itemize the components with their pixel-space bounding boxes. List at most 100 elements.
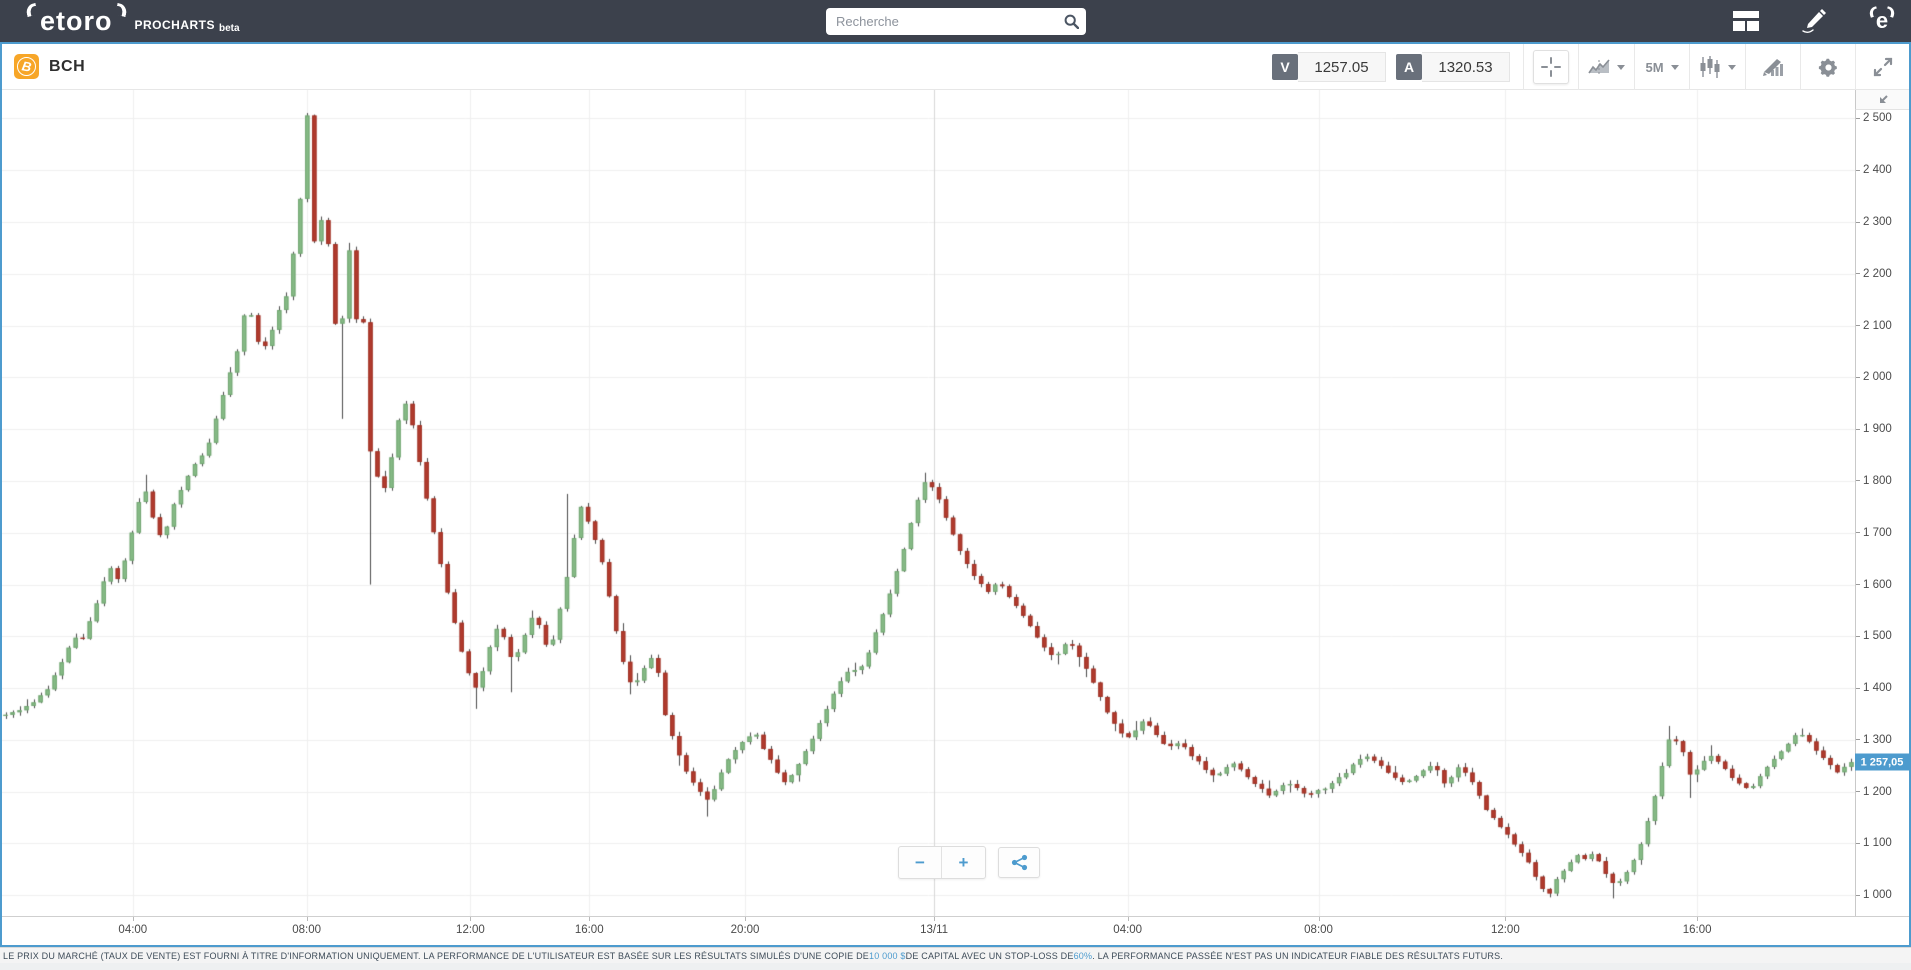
fullscreen-button[interactable]	[1865, 50, 1901, 84]
price-axis-label: 1 500	[1856, 630, 1909, 642]
time-axis-tick	[589, 917, 591, 921]
time-axis-tick	[306, 917, 308, 921]
disclaimer-text: DE CAPITAL AVEC UN STOP-LOSS DE	[905, 950, 1074, 961]
chevron-down-icon	[1617, 64, 1625, 70]
price-axis-label: 1 700	[1856, 527, 1909, 539]
chart-area: 1 000 1 100 1 200 1 300 1 400 1 500 1 600 1 700…	[2, 90, 1909, 944]
expand-icon	[1873, 57, 1893, 77]
chart-panel: B BCH V 1257.05 A 1320.53	[0, 42, 1911, 947]
disclaimer-text: LE PRIX DU MARCHÉ (TAUX DE VENTE) EST FO…	[3, 950, 869, 961]
price-axis-label: 1 300	[1856, 734, 1909, 746]
time-axis-tick	[470, 917, 472, 921]
toolbar-separator	[1578, 44, 1579, 90]
time-axis-tick	[1318, 917, 1320, 921]
line-chart-icon	[1588, 59, 1610, 74]
layout-grid-icon	[1733, 11, 1759, 31]
price-axis-label: 1 000	[1856, 889, 1909, 901]
chart-toolbar: B BCH V 1257.05 A 1320.53	[2, 44, 1909, 90]
indicators-button[interactable]	[1755, 50, 1791, 84]
toolbar-separator	[1745, 44, 1746, 90]
search-input[interactable]	[826, 14, 1056, 29]
bull-horn-right-icon	[114, 2, 128, 18]
app-beta-badge: beta	[219, 23, 240, 34]
brand-logo[interactable]: etoro PROCHARTS beta	[24, 2, 240, 35]
search-button[interactable]	[1056, 8, 1086, 35]
crosshair-icon	[1541, 57, 1561, 77]
axis-collapse-button[interactable]	[1855, 90, 1909, 110]
price-axis-label: 1 900	[1856, 423, 1909, 435]
time-axis-label: 12:00	[456, 924, 485, 936]
time-axis-label: 13/11	[920, 924, 949, 936]
time-axis[interactable]: 04:00 08:00 12:00 16:00 20:00 13/11 04:00 08:00…	[2, 916, 1909, 944]
price-axis-label: 1 200	[1856, 786, 1909, 798]
buy-quote[interactable]: A 1320.53	[1396, 52, 1510, 82]
time-axis-tick	[132, 917, 134, 921]
time-axis-tick	[1697, 917, 1699, 921]
layout-button[interactable]	[1729, 4, 1763, 38]
toolbar-separator	[1855, 44, 1856, 90]
time-axis-label: 16:00	[1682, 924, 1712, 936]
chevron-down-icon	[1670, 64, 1679, 70]
bull-horn-right-icon	[1884, 6, 1897, 18]
zoom-controls: − +	[898, 846, 1040, 879]
price-axis-label: 1 800	[1856, 475, 1909, 487]
time-axis-label: 12:00	[1490, 924, 1520, 936]
search-box[interactable]	[826, 8, 1086, 35]
chevron-down-icon	[1728, 64, 1736, 70]
zoom-in-button[interactable]: +	[942, 847, 985, 878]
candlestick-chart[interactable]	[2, 90, 1855, 916]
instrument[interactable]: B BCH	[14, 54, 85, 79]
interval-label: 5M	[1645, 59, 1664, 75]
zoom-out-button[interactable]: −	[899, 847, 942, 878]
price-axis-label: 2 500	[1856, 112, 1909, 124]
buy-value: 1320.53	[1422, 52, 1510, 82]
disclaimer-highlight: 10 000 $	[869, 950, 906, 961]
etoro-e-icon: e	[1867, 6, 1897, 32]
last-price-tag: 1 257,05	[1855, 753, 1909, 771]
compare-chart-button[interactable]	[1588, 50, 1625, 84]
price-axis-label: 2 400	[1856, 164, 1909, 176]
time-axis-tick	[745, 917, 747, 921]
toolbar-separator	[1634, 44, 1635, 90]
bch-coin-icon: B	[14, 54, 39, 79]
bull-horn-left-icon	[1867, 6, 1880, 18]
pencil-icon	[1802, 9, 1826, 33]
settings-button[interactable]	[1810, 50, 1846, 84]
indicators-icon	[1763, 59, 1783, 76]
disclaimer-highlight: 60%	[1073, 950, 1093, 961]
app-name: PROCHARTS	[134, 18, 216, 32]
toolbar-separator	[1689, 44, 1690, 90]
price-axis-label: 2 300	[1856, 216, 1909, 228]
instrument-symbol: BCH	[49, 57, 86, 75]
price-axis[interactable]: 1 000 1 100 1 200 1 300 1 400 1 500 1 600 1 700…	[1855, 90, 1909, 916]
time-axis-label: 16:00	[574, 924, 604, 936]
sell-badge: V	[1272, 54, 1298, 80]
etoro-logo: etoro	[24, 2, 128, 35]
chart-type-dropdown[interactable]	[1699, 50, 1736, 84]
toolbar-separator	[1800, 44, 1801, 90]
interval-dropdown[interactable]: 5M	[1644, 50, 1680, 84]
disclaimer-bar: LE PRIX DU MARCHÉ (TAUX DE VENTE) EST FO…	[0, 947, 1911, 963]
search-icon	[1064, 14, 1079, 29]
time-axis-label: 08:00	[292, 924, 322, 936]
crosshair-button[interactable]	[1533, 50, 1569, 84]
sell-quote[interactable]: V 1257.05	[1272, 52, 1386, 82]
share-button[interactable]	[998, 847, 1040, 878]
account-button[interactable]: e	[1865, 4, 1899, 38]
share-icon	[1011, 854, 1027, 871]
candlestick-icon	[1700, 56, 1720, 78]
arrow-down-left-icon	[1879, 94, 1888, 103]
price-axis-label: 1 400	[1856, 682, 1909, 694]
draw-button[interactable]	[1797, 4, 1831, 38]
toolbar-separator	[1523, 44, 1524, 90]
top-navbar: etoro PROCHARTS beta e	[0, 0, 1911, 42]
buy-badge: A	[1396, 54, 1422, 80]
bull-horn-left-icon	[24, 2, 39, 18]
disclaimer-text: . LA PERFORMANCE PASSÉE N'EST PAS UN IND…	[1092, 950, 1504, 961]
price-axis-label: 2 100	[1856, 320, 1909, 332]
sell-value: 1257.05	[1298, 52, 1386, 82]
time-axis-tick	[1127, 917, 1129, 921]
price-axis-label: 1 600	[1856, 579, 1909, 591]
time-axis-tick	[1505, 917, 1507, 921]
time-axis-label: 04:00	[1113, 924, 1143, 936]
